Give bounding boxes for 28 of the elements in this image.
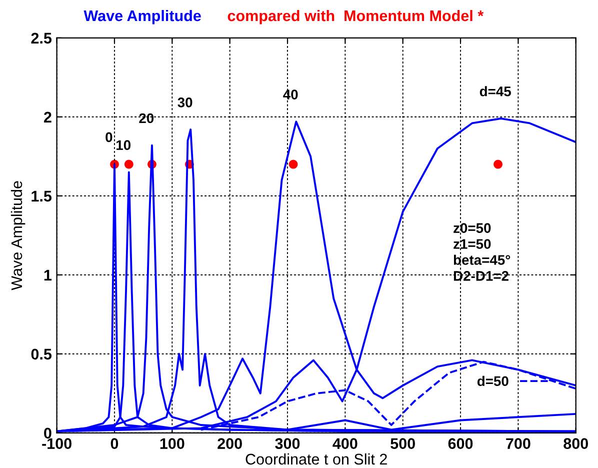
annotation: 0 [106, 132, 112, 142]
annotation: z0=50 z1=50 beta=45° D2-D1=2 [454, 223, 510, 281]
x-tick-label: 800 [564, 438, 588, 449]
annotation: d=45 [480, 86, 511, 96]
x-tick-label: 600 [448, 438, 473, 449]
chart-subtitle: compared with Momentum Model * [228, 10, 484, 24]
y-tick-label: 2.5 [31, 32, 52, 44]
x-tick-label: 700 [506, 438, 530, 449]
y-tick-label: 1.5 [32, 190, 52, 202]
y-tick-label: 0 [44, 428, 52, 439]
x-tick-label: 100 [160, 438, 184, 449]
x-tick-label: 300 [275, 438, 300, 450]
x-tick-label: 0 [110, 438, 118, 449]
annotation: 10 [116, 140, 130, 150]
x-tick-label: 500 [390, 438, 415, 449]
chart-title: Wave Amplitude [84, 10, 201, 24]
y-tick-label: 0.5 [31, 348, 52, 360]
x-tick-label: 200 [218, 438, 242, 449]
y-tick-label: 1 [44, 270, 52, 280]
y-axis-title: Wave Amplitude [10, 181, 26, 290]
annotation: 20 [139, 113, 154, 124]
annotation: 30 [178, 98, 192, 108]
x-axis-title: Coordinate t on Slit 2 [246, 453, 387, 465]
legend-label: d=50 [477, 376, 508, 386]
x-tick-label: -100 [42, 438, 72, 449]
annotation: 40 [283, 90, 298, 100]
x-tick-label: 400 [332, 438, 358, 449]
y-tick-label: 2 [44, 112, 52, 122]
